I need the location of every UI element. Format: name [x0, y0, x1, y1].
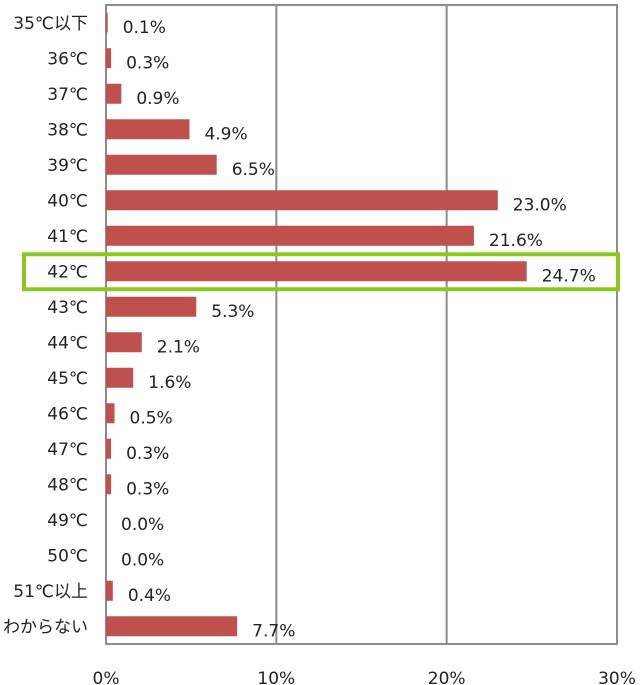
bar [106, 225, 474, 246]
value-label: 0.0% [121, 550, 164, 570]
value-label: 0.0% [121, 515, 164, 535]
value-label: 1.6% [148, 373, 191, 393]
value-label: 21.6% [489, 231, 543, 251]
bar [106, 367, 134, 388]
category-label: 35℃以下 [13, 14, 88, 34]
value-label: 6.5% [232, 160, 275, 180]
bar [106, 474, 112, 495]
category-label: 42℃ [47, 262, 88, 282]
category-label: 47℃ [47, 440, 88, 460]
category-label: 36℃ [47, 49, 88, 69]
value-label: 0.3% [126, 53, 169, 73]
value-label: 4.9% [204, 124, 247, 144]
value-label: 24.7% [542, 266, 596, 286]
bar [106, 48, 112, 69]
bar [106, 616, 238, 637]
bar [106, 12, 108, 33]
value-label: 23.0% [513, 195, 567, 215]
category-label: 48℃ [47, 475, 88, 495]
category-label: 41℃ [47, 227, 88, 247]
x-tick-label: 0% [93, 669, 120, 685]
category-label: 45℃ [47, 369, 88, 389]
category-label: 46℃ [47, 404, 88, 424]
value-label: 0.1% [123, 18, 166, 38]
plot-area-frame [105, 4, 618, 645]
value-label: 5.3% [211, 302, 254, 322]
category-label: 37℃ [47, 85, 88, 105]
bar [106, 83, 122, 104]
category-label: 38℃ [47, 120, 88, 140]
bar [106, 119, 190, 140]
bar [106, 403, 115, 424]
category-label: 50℃ [47, 546, 88, 566]
category-label: 43℃ [47, 298, 88, 318]
highlight-box [22, 252, 620, 292]
category-label: わからない [3, 617, 88, 637]
bar [106, 332, 142, 353]
value-label: 7.7% [252, 621, 295, 641]
bar [106, 296, 197, 317]
category-label: 39℃ [47, 156, 88, 176]
category-label: 49℃ [47, 511, 88, 531]
bar [106, 438, 112, 459]
value-label: 0.4% [128, 586, 171, 606]
bar [106, 580, 113, 601]
x-tick-label: 10% [257, 669, 295, 685]
x-tick-label: 20% [428, 669, 466, 685]
bar [106, 261, 527, 282]
value-label: 0.3% [126, 444, 169, 464]
category-label: 40℃ [47, 191, 88, 211]
x-tick-label: 30% [598, 669, 636, 685]
bar [106, 154, 217, 175]
value-label: 2.1% [157, 337, 200, 357]
bar [106, 190, 498, 211]
category-label: 51℃以上 [13, 582, 88, 602]
value-label: 0.3% [126, 479, 169, 499]
category-label: 44℃ [47, 333, 88, 353]
value-label: 0.9% [136, 89, 179, 109]
value-label: 0.5% [130, 408, 173, 428]
